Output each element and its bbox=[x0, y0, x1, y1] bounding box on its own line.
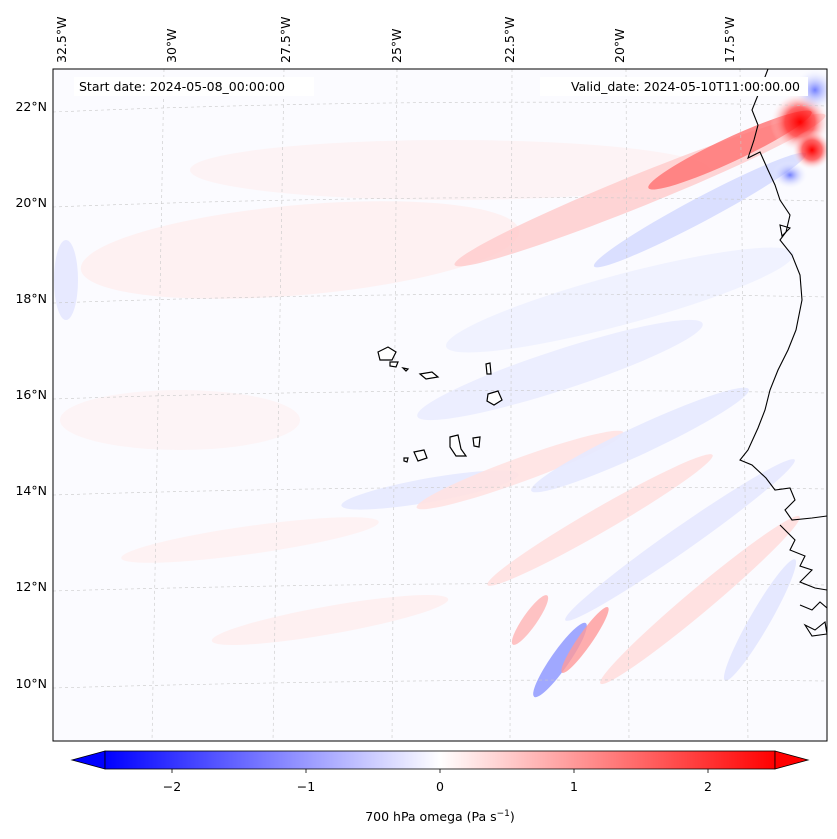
colorbar-extend-min bbox=[70, 750, 106, 770]
lat-label: 16°N bbox=[15, 387, 47, 402]
lon-label: 17.5°W bbox=[722, 17, 737, 63]
colorbar-label-exponent: −1 bbox=[497, 809, 510, 819]
island-santa-luzia bbox=[401, 367, 410, 372]
colorbar-label-prefix: 700 hPa omega (Pa s bbox=[365, 809, 496, 824]
valid-date-label: Valid_date: 2024-05-10T11:00:00.00 bbox=[571, 79, 800, 94]
map-border bbox=[52, 68, 828, 742]
colorbar-tick-label: −2 bbox=[163, 779, 181, 794]
lat-label: 12°N bbox=[15, 579, 47, 594]
lat-label: 10°N bbox=[15, 676, 47, 691]
colorbar-tick-label: −1 bbox=[297, 779, 315, 794]
lat-label: 14°N bbox=[15, 483, 47, 498]
lat-label: 22°N bbox=[15, 99, 47, 114]
colorbar-tick-label: 0 bbox=[436, 779, 444, 794]
island-fogo bbox=[413, 449, 428, 462]
island-brava bbox=[403, 457, 409, 463]
lat-label: 18°N bbox=[15, 291, 47, 306]
lon-label: 27.5°W bbox=[278, 17, 293, 63]
island-sal bbox=[485, 362, 492, 375]
island-maio bbox=[472, 436, 481, 448]
start-date-label: Start date: 2024-05-08_00:00:00 bbox=[79, 79, 285, 94]
island-sao-vicente bbox=[389, 361, 399, 368]
map-panel: Start date: 2024-05-08_00:00:00 Valid_da… bbox=[53, 69, 827, 741]
cape-verde-islands bbox=[377, 346, 503, 463]
omega-field bbox=[54, 69, 827, 698]
lon-label: 20°W bbox=[612, 28, 627, 63]
colorbar-label: 700 hPa omega (Pa s−1) bbox=[365, 809, 515, 824]
colorbar: −2 −1 0 1 2 700 hPa omega (Pa s−1) bbox=[70, 750, 810, 824]
colorbar-label-suffix: ) bbox=[510, 809, 515, 824]
start-date-box bbox=[74, 77, 314, 96]
lon-label: 30°W bbox=[164, 28, 179, 63]
colorbar-tick-label: 1 bbox=[570, 779, 578, 794]
colorbar-extend-max bbox=[774, 750, 810, 770]
island-santiago bbox=[449, 434, 468, 457]
valid-date-box bbox=[540, 77, 808, 96]
latitude-labels: 22°N 20°N 18°N 16°N 14°N 12°N 10°N bbox=[15, 99, 47, 691]
island-sao-nicolau bbox=[418, 371, 440, 380]
lon-label: 22.5°W bbox=[502, 17, 517, 63]
colorbar-tick-label: 2 bbox=[704, 779, 712, 794]
africa-coast bbox=[739, 69, 827, 521]
graticule bbox=[53, 69, 827, 741]
lat-label: 20°N bbox=[15, 195, 47, 210]
longitude-labels: 32.5°W 30°W 27.5°W 25°W 22.5°W 20°W 17.5… bbox=[54, 17, 737, 63]
colorbar-ticks: −2 −1 0 1 2 bbox=[163, 769, 712, 794]
lon-label: 32.5°W bbox=[54, 17, 69, 63]
lon-label: 25°W bbox=[389, 28, 404, 63]
island-santo-antao bbox=[377, 346, 397, 361]
island-boa-vista bbox=[486, 390, 503, 406]
colorbar-gradient bbox=[104, 750, 776, 770]
coastlines bbox=[739, 69, 827, 637]
